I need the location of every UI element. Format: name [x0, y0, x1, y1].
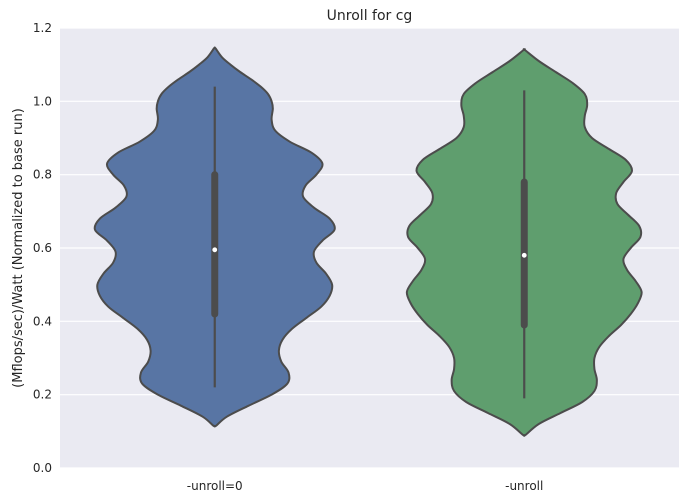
x-axis: -unroll=0 -unroll — [187, 479, 544, 493]
y-tick-label: 0.6 — [33, 241, 52, 255]
median-point — [212, 247, 218, 253]
y-tick-label: 0.8 — [33, 168, 52, 182]
y-tick-label: 0.4 — [33, 314, 52, 328]
y-tick-label: 1.2 — [33, 21, 52, 35]
y-tick-label: 1.0 — [33, 94, 52, 108]
median-point — [521, 252, 527, 258]
chart-title: Unroll for cg — [327, 8, 413, 24]
x-tick-label: -unroll — [505, 479, 543, 493]
violins — [93, 46, 643, 437]
y-axis: 0.0 0.2 0.4 0.6 0.8 1.0 1.2 — [33, 21, 52, 475]
y-axis-label: (Mflops/sec)/Watt (Normalized to base ru… — [11, 108, 26, 388]
x-tick-label: -unroll=0 — [187, 479, 243, 493]
y-tick-label: 0.2 — [33, 388, 52, 402]
y-tick-label: 0.0 — [33, 461, 52, 475]
